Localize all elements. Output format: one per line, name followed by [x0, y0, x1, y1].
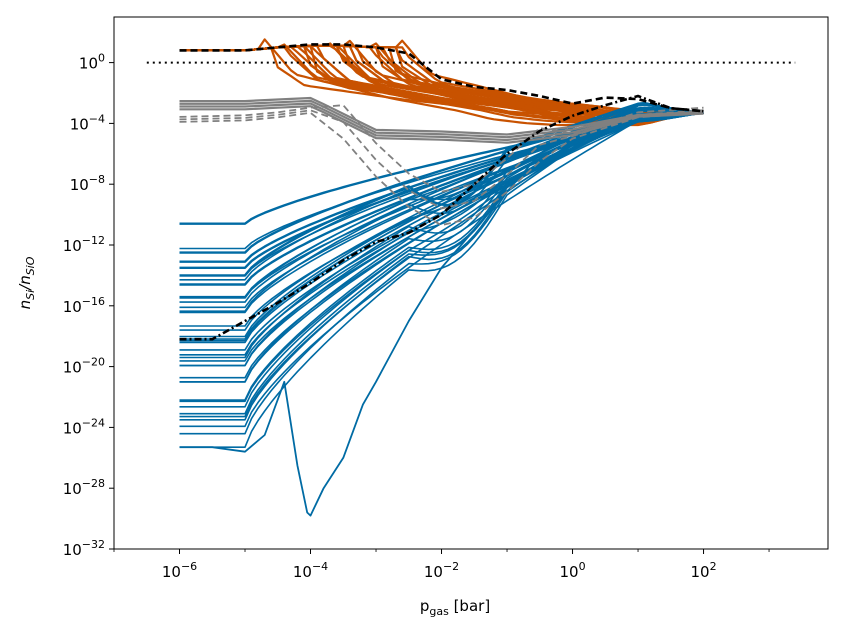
gray-solid-line	[179, 102, 704, 142]
gray-dashed-line	[179, 104, 704, 193]
blue-series-line	[179, 112, 704, 309]
orange-series-line	[179, 44, 704, 117]
gray-dashed-line	[179, 109, 704, 210]
gray-solid-line	[179, 99, 704, 139]
y-tick-label: 10−20	[63, 356, 105, 377]
gray-solid-line	[179, 96, 704, 136]
tick-layer: 10−6 10−4 10−2 100 102 100 10−4 10−8 10−12 10−16 1…	[63, 52, 770, 581]
y-tick-label: 10−12	[63, 234, 105, 255]
black-dash-dot-median-line	[179, 94, 704, 341]
y-tick-label: 10−8	[70, 173, 105, 194]
plot-frame	[113, 16, 829, 550]
blue-series-line	[179, 111, 704, 340]
y-tick-label: 10−24	[63, 416, 105, 437]
series-layer	[146, 38, 796, 517]
blue-series-line	[179, 110, 704, 342]
blue-series-line	[179, 112, 704, 428]
blue-series-line	[179, 112, 704, 299]
y-tick-label: 10−16	[63, 295, 105, 316]
y-tick-label: 10−32	[63, 538, 105, 559]
black-dashed-median-line	[179, 43, 704, 113]
x-tick-label: 100	[559, 560, 585, 581]
blue-series-line	[179, 103, 704, 281]
blue-series-line	[179, 112, 704, 250]
y-tick-label: 100	[79, 52, 105, 73]
blue-series-line	[179, 104, 704, 415]
y-axis-label: nSi/nSiO	[16, 256, 37, 309]
blue-series-line	[179, 104, 704, 383]
blue-series-line	[179, 106, 704, 299]
blue-series-line	[179, 111, 704, 225]
x-axis-label: pgas [bar]	[420, 597, 490, 618]
y-tick-label: 10−4	[70, 112, 105, 133]
x-tick-label: 10−2	[424, 560, 459, 581]
orange-series-line	[179, 44, 704, 117]
y-tick-label: 10−28	[63, 477, 105, 498]
x-tick-label: 10−4	[293, 560, 328, 581]
x-tick-label: 102	[690, 560, 716, 581]
gray-dashed-line	[179, 111, 704, 227]
blue-series-line	[179, 112, 704, 344]
x-tick-label: 10−6	[162, 560, 197, 581]
orange-series-line	[179, 45, 704, 117]
